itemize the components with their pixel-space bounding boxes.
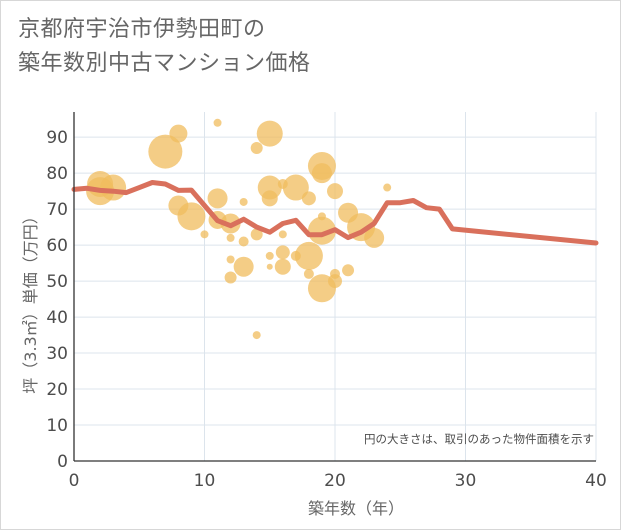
chart-title-line-1: 京都府宇治市伊勢田町の — [18, 17, 266, 42]
data-bubble — [226, 255, 235, 264]
data-bubble — [266, 263, 273, 270]
data-bubble — [250, 141, 263, 154]
data-bubble — [250, 228, 263, 241]
data-bubble — [265, 251, 274, 260]
data-bubble — [275, 245, 290, 260]
data-bubble — [278, 230, 287, 239]
x-axis-label: 築年数（年） — [308, 499, 404, 518]
trend-layer — [71, 180, 599, 246]
data-bubble — [226, 233, 235, 242]
data-bubble — [294, 241, 323, 270]
x-tick-label: 0 — [69, 471, 80, 491]
bubble-layer — [86, 118, 392, 340]
data-bubble — [301, 191, 316, 206]
x-tick-label: 30 — [455, 471, 477, 491]
y-tick-label: 80 — [46, 164, 68, 184]
data-bubble — [252, 331, 261, 340]
data-bubble — [383, 183, 392, 192]
data-bubble — [207, 188, 228, 209]
y-tick-label: 30 — [46, 344, 68, 364]
data-bubble — [239, 197, 248, 206]
data-bubble — [274, 258, 291, 275]
data-bubble — [224, 271, 237, 284]
chart-title: 京都府宇治市伊勢田町の 築年数別中古マンション価格 — [18, 13, 311, 81]
data-bubble — [238, 236, 249, 247]
x-tick-label: 10 — [194, 471, 216, 491]
data-bubble — [282, 174, 309, 201]
trend-line — [71, 180, 599, 246]
bubble-size-note: 円の大きさは、取引のあった物件面積を示す — [364, 432, 594, 446]
y-tick-label: 70 — [46, 200, 68, 220]
y-tick-label: 90 — [46, 128, 68, 148]
data-bubble — [100, 174, 127, 201]
data-bubble — [233, 256, 254, 277]
data-bubble — [213, 118, 222, 127]
data-bubble — [200, 230, 209, 239]
y-tick-label: 40 — [46, 308, 68, 328]
chart-title-line-2: 築年数別中古マンション価格 — [18, 51, 311, 76]
data-bubble — [342, 264, 355, 277]
data-bubble — [261, 190, 278, 207]
data-bubble — [307, 216, 336, 245]
data-bubble — [311, 163, 332, 184]
y-tick-label: 10 — [46, 416, 68, 436]
data-bubble — [148, 134, 183, 169]
data-bubble — [328, 274, 342, 289]
axes-layer: 0 10 20 30 40 50 60 70 80 90 0 10 20 30 40 — [46, 112, 607, 491]
data-bubble — [364, 227, 385, 248]
data-bubble — [169, 124, 188, 143]
y-tick-label: 20 — [46, 380, 68, 400]
y-tick-label: 0 — [57, 452, 68, 472]
y-axis-label: 坪（3.3㎡）単価（万円） — [21, 208, 40, 393]
x-tick-label: 40 — [585, 471, 607, 491]
data-bubble — [327, 183, 343, 200]
x-tick-label: 20 — [324, 471, 346, 491]
y-tick-label: 60 — [46, 236, 68, 256]
data-bubble — [256, 120, 283, 147]
data-bubble — [177, 202, 206, 231]
data-bubble — [303, 268, 314, 279]
grid-lines — [74, 112, 597, 461]
y-tick-label: 50 — [46, 272, 68, 292]
